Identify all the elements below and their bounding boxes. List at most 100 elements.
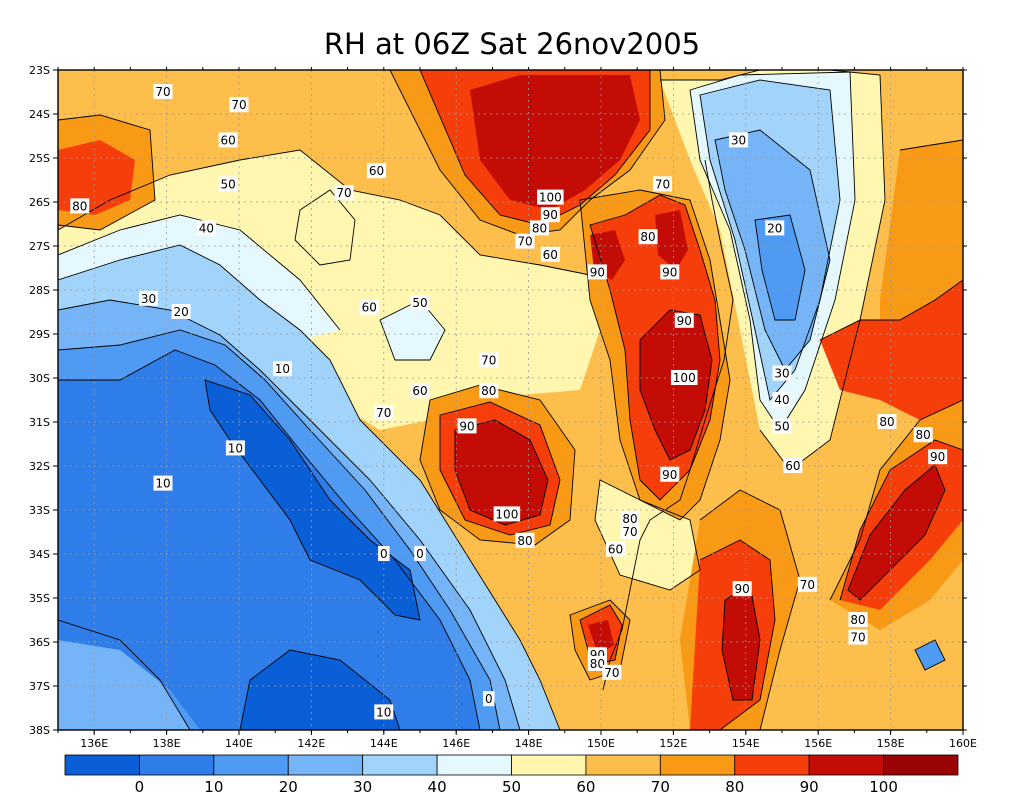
- contour-label: 80: [587, 656, 607, 671]
- contour-label-bg: [928, 449, 948, 465]
- contour-label-bg: [410, 295, 430, 311]
- contour-label-text: 80: [517, 534, 532, 548]
- y-tick-label: 27S: [29, 240, 50, 253]
- contour-label-text: 10: [275, 362, 290, 376]
- contour-label: 50: [218, 176, 238, 192]
- contour-label-bg: [729, 132, 749, 148]
- rh-band-100-far-east: [848, 465, 945, 600]
- contour-label-bg: [515, 233, 535, 249]
- contour-label: 10: [225, 440, 245, 456]
- contour-label-bg: [171, 304, 191, 319]
- contour-label-bg: [378, 546, 390, 561]
- contour-label-bg: [732, 581, 752, 597]
- contour-label: 20: [171, 304, 191, 319]
- colorbar: 0 10 20 30 40 50 60 70 80 90 100: [64, 754, 959, 796]
- contour-label: 90: [928, 449, 948, 465]
- contour-label-text: 100: [673, 371, 696, 385]
- contour-label-bg: [272, 361, 292, 377]
- contour-label-bg: [638, 229, 658, 245]
- contour-label: 10: [153, 475, 173, 491]
- contour-label: 70: [374, 405, 394, 421]
- contour-label: 90: [540, 207, 560, 223]
- contour-label: 80: [515, 532, 535, 548]
- y-tick-label: 32S: [29, 460, 50, 473]
- contour-label-text: 20: [767, 221, 782, 235]
- colorbar-segment: [436, 754, 512, 776]
- contour-label-text: 90: [459, 419, 474, 433]
- rh-band-0-west: [205, 380, 420, 620]
- contour-label-text: 70: [800, 578, 815, 592]
- contour-label: 10: [272, 361, 292, 377]
- y-tick-label: 23S: [29, 64, 50, 77]
- contour-label-text: 20: [173, 305, 188, 319]
- longitude-axis: 136E 138E 140E 142E 144E 146E 148E 150E 152E 154E…: [57, 67, 977, 750]
- colorbar-segment: [659, 754, 736, 776]
- contour-label-bg: [765, 220, 785, 236]
- colorbar-segment: [734, 754, 810, 776]
- contour-label: 80: [913, 427, 933, 443]
- contour-label-bg: [587, 656, 607, 671]
- contour-label-text: 70: [376, 406, 391, 420]
- colorbar-label: 50: [502, 778, 521, 796]
- contour-label-text: 50: [412, 296, 427, 310]
- rh-band-100-small-south: [588, 620, 614, 655]
- contour-label-bg: [772, 418, 792, 434]
- rh-field: [58, 70, 963, 730]
- contour-label-bg: [797, 576, 817, 592]
- colorbar-label: 10: [204, 778, 223, 796]
- contour-label-bg: [660, 264, 680, 280]
- contour-label-text: 70: [850, 631, 865, 645]
- contour-label-bg: [540, 246, 560, 262]
- contour-label-text: 70: [604, 666, 619, 680]
- contour-label: 70: [515, 233, 535, 249]
- contour-label: 10: [374, 704, 394, 720]
- x-tick-label: 138E: [153, 737, 181, 750]
- contour-label: 80: [479, 383, 499, 399]
- contour-label-bg: [374, 405, 394, 421]
- x-tick-label: 142E: [297, 737, 325, 750]
- contour-label: 80: [848, 612, 868, 627]
- contour-label-bg: [620, 524, 640, 539]
- x-tick-label: 152E: [659, 737, 687, 750]
- contour-label-text: 90: [662, 265, 677, 279]
- x-tick-label: 154E: [732, 737, 760, 750]
- contour-label-text: 80: [622, 512, 637, 526]
- rh-band-50-center: [380, 300, 445, 360]
- contour-label-bg: [671, 370, 698, 385]
- contour-label-text: 70: [655, 177, 670, 191]
- contour-label-text: 90: [662, 468, 677, 482]
- contour-label: 60: [218, 132, 238, 148]
- plot-frame: [57, 69, 964, 731]
- y-tick-label: 38S: [29, 724, 50, 737]
- contour-label: 100: [493, 506, 521, 522]
- contour-label-text: 80: [640, 230, 655, 244]
- contour-label-bg: [772, 365, 792, 381]
- y-tick-label: 37S: [29, 680, 50, 693]
- contour-label-bg: [602, 664, 622, 680]
- contour-label-text: 70: [155, 85, 170, 99]
- contour-label-bg: [229, 97, 249, 113]
- colorbar-label: 80: [725, 778, 744, 796]
- x-tick-label: 156E: [804, 737, 832, 750]
- colorbar-label: 100: [869, 778, 898, 796]
- contour-label-text: 60: [369, 164, 384, 178]
- contour-label-text: 60: [220, 133, 235, 147]
- rh-band-100-southeast: [722, 585, 760, 700]
- contour-label-text: 90: [930, 450, 945, 464]
- colorbar-segment: [808, 754, 884, 776]
- contour-label-bg: [225, 440, 245, 456]
- contour-label-text: 10: [376, 705, 391, 719]
- contour-label: 70: [797, 576, 817, 592]
- contour-label-bg: [529, 220, 549, 236]
- colorbar-label: 70: [651, 778, 670, 796]
- y-tick-label: 31S: [29, 416, 50, 429]
- contour-label: 90: [660, 466, 680, 482]
- contour-label-text: 70: [231, 98, 246, 112]
- contour-label-bg: [772, 392, 792, 407]
- colorbar-segment: [362, 754, 438, 776]
- contour-label-text: 70: [336, 186, 351, 200]
- contour-label-bg: [537, 189, 564, 205]
- colorbar-label: 90: [800, 778, 819, 796]
- contour-label-bg: [605, 541, 625, 557]
- contour-label-text: 80: [590, 657, 605, 671]
